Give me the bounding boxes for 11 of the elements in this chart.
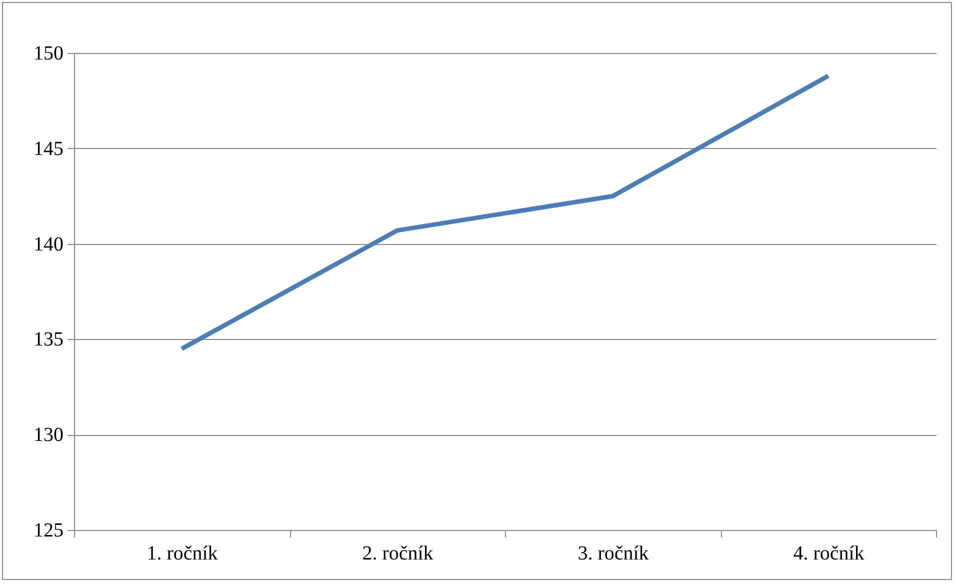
y-tick-label: 125 [34,520,64,542]
line-series [180,74,830,351]
y-tick-label: 130 [34,424,64,446]
x-tick-label: 3. ročník [578,542,649,564]
y-tick-label: 145 [34,138,64,160]
y-tick-label: 135 [34,328,64,351]
y-tick-label: 140 [34,233,64,256]
y-tick-label: 150 [34,42,64,64]
x-tick-label: 1. ročník [146,542,218,564]
x-tick-label: 2. ročník [362,542,434,564]
x-tick-label: 4. ročník [793,542,864,564]
